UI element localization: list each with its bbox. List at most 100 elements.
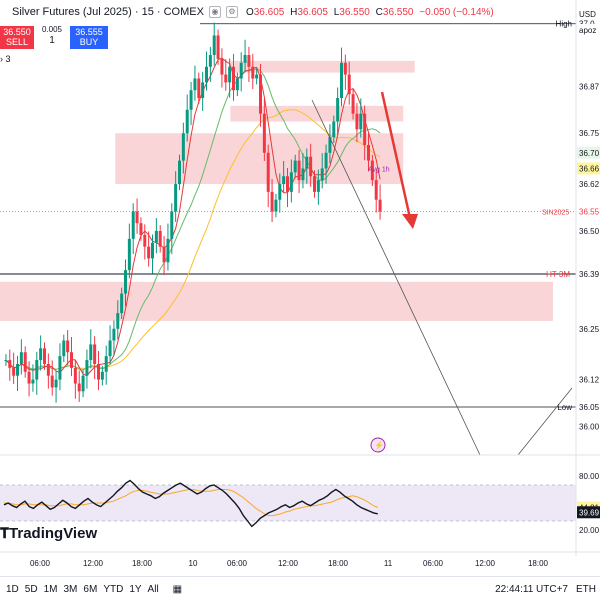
time-tick: 12:00 [475,559,496,568]
candle-body [158,231,162,247]
candle-body [58,356,62,380]
candle-body [216,35,220,59]
candle-body [31,379,35,384]
candle-body [124,270,127,294]
candle-body [359,113,363,130]
candle-body [270,191,274,212]
candle-body [120,293,124,314]
candle-body [251,66,255,79]
spread-qty[interactable]: 0.005 1 [41,25,63,46]
range-3m[interactable]: 3M [63,583,78,595]
time-tick: 06:00 [423,559,444,568]
time-tick: 18:00 [132,559,153,568]
candle-body [378,199,382,212]
sin-label: SIN2025 [542,209,569,216]
candle-body [297,160,301,181]
lightning-icon [370,437,386,453]
candle-body [108,340,112,357]
settings-icon[interactable]: ⚙ [225,6,238,18]
trend-line-up [517,387,573,456]
candle-body [181,133,185,161]
sell-button[interactable]: 36.550 SELL [0,26,34,49]
candle-body [193,78,197,91]
rsi-tag: 39.69 [579,508,600,517]
high-label: High [556,20,572,29]
price-tag: 36.66 [579,164,600,173]
range-6m[interactable]: 6M [83,583,98,595]
candle-body [293,160,297,173]
down-arrow-head [402,214,418,229]
eye-icon[interactable]: ◉ [208,6,221,18]
range-1y[interactable]: 1Y [129,583,142,595]
low-label: Low [557,403,572,412]
range-1d[interactable]: 1D [6,583,19,595]
candle-body [162,246,166,263]
price-tag-bg [577,146,600,159]
candle-body [4,360,8,362]
candle-body [39,348,43,361]
clock[interactable]: 22:44:11 UTC+7 [495,583,568,595]
calendar-icon[interactable]: ▦ [172,583,183,595]
buy-button[interactable]: 36.555 BUY [70,26,108,49]
time-tick: 12:00 [278,559,299,568]
rsi-tag-bg [577,506,600,519]
ma-mid-line [5,68,381,371]
candle-body [43,348,46,364]
time-tick: 06:00 [227,559,248,568]
price-tag-bg [577,8,600,20]
candle-body [262,113,266,153]
candle-body [73,367,77,384]
rsi-band [0,485,576,521]
candle-body [54,379,58,388]
ma-fast-line [5,57,381,377]
price-tag: 36.55 [579,207,600,216]
candle-body [81,375,85,392]
indicator-toggle[interactable]: › 3 [0,54,11,64]
candle-body [259,74,262,114]
price-tag: 36.05 [579,403,600,412]
candle-body [178,160,181,185]
candle-body [332,121,336,138]
candle-body [301,168,305,181]
symbol-title[interactable]: Silver Futures (Jul 2025) · 15 · COMEX [12,6,204,18]
avg-label: Avg 1h [368,166,390,173]
candle-body [320,168,324,181]
candle-body [228,66,232,83]
range-ytd[interactable]: YTD [103,583,124,595]
ht-label: HT 3M [546,270,570,279]
candle-body [100,371,104,380]
candle-body [343,62,347,75]
candle-body [243,55,247,63]
candle-body [347,74,351,95]
candle-body [151,242,154,259]
session-toggle[interactable]: ETH [576,583,596,595]
price-tag-bg [577,268,600,281]
candle-body [274,199,278,212]
candle-body [351,94,355,114]
price-tag-bg [577,24,600,36]
candle-body [374,180,378,200]
chart-header: Silver Futures (Jul 2025) · 15 · COMEX ◉… [0,0,560,24]
candle-body [139,223,143,235]
price-tag: 36.70 [579,149,600,158]
price-tick: 36.50 [579,227,600,236]
time-tick: 11 [384,559,393,568]
candle-body [46,363,50,376]
candle-body [143,234,147,247]
candle-body [23,352,27,372]
candle-body [328,137,332,153]
supply-zone [115,133,404,185]
candle-body [70,352,73,368]
chevron-icon: › [0,54,3,64]
range-5d[interactable]: 5D [24,583,38,595]
candle-body [127,238,131,271]
candle-body [247,55,251,67]
range-all[interactable]: All [147,583,159,595]
candle-body [324,152,328,169]
ohlc-values: O36.605 H36.605 L36.550 C36.550 −0.050 (… [245,6,494,18]
supply-zone [230,60,415,73]
range-1m[interactable]: 1M [43,583,58,595]
candle-body [66,340,70,353]
candle-body [363,113,367,145]
